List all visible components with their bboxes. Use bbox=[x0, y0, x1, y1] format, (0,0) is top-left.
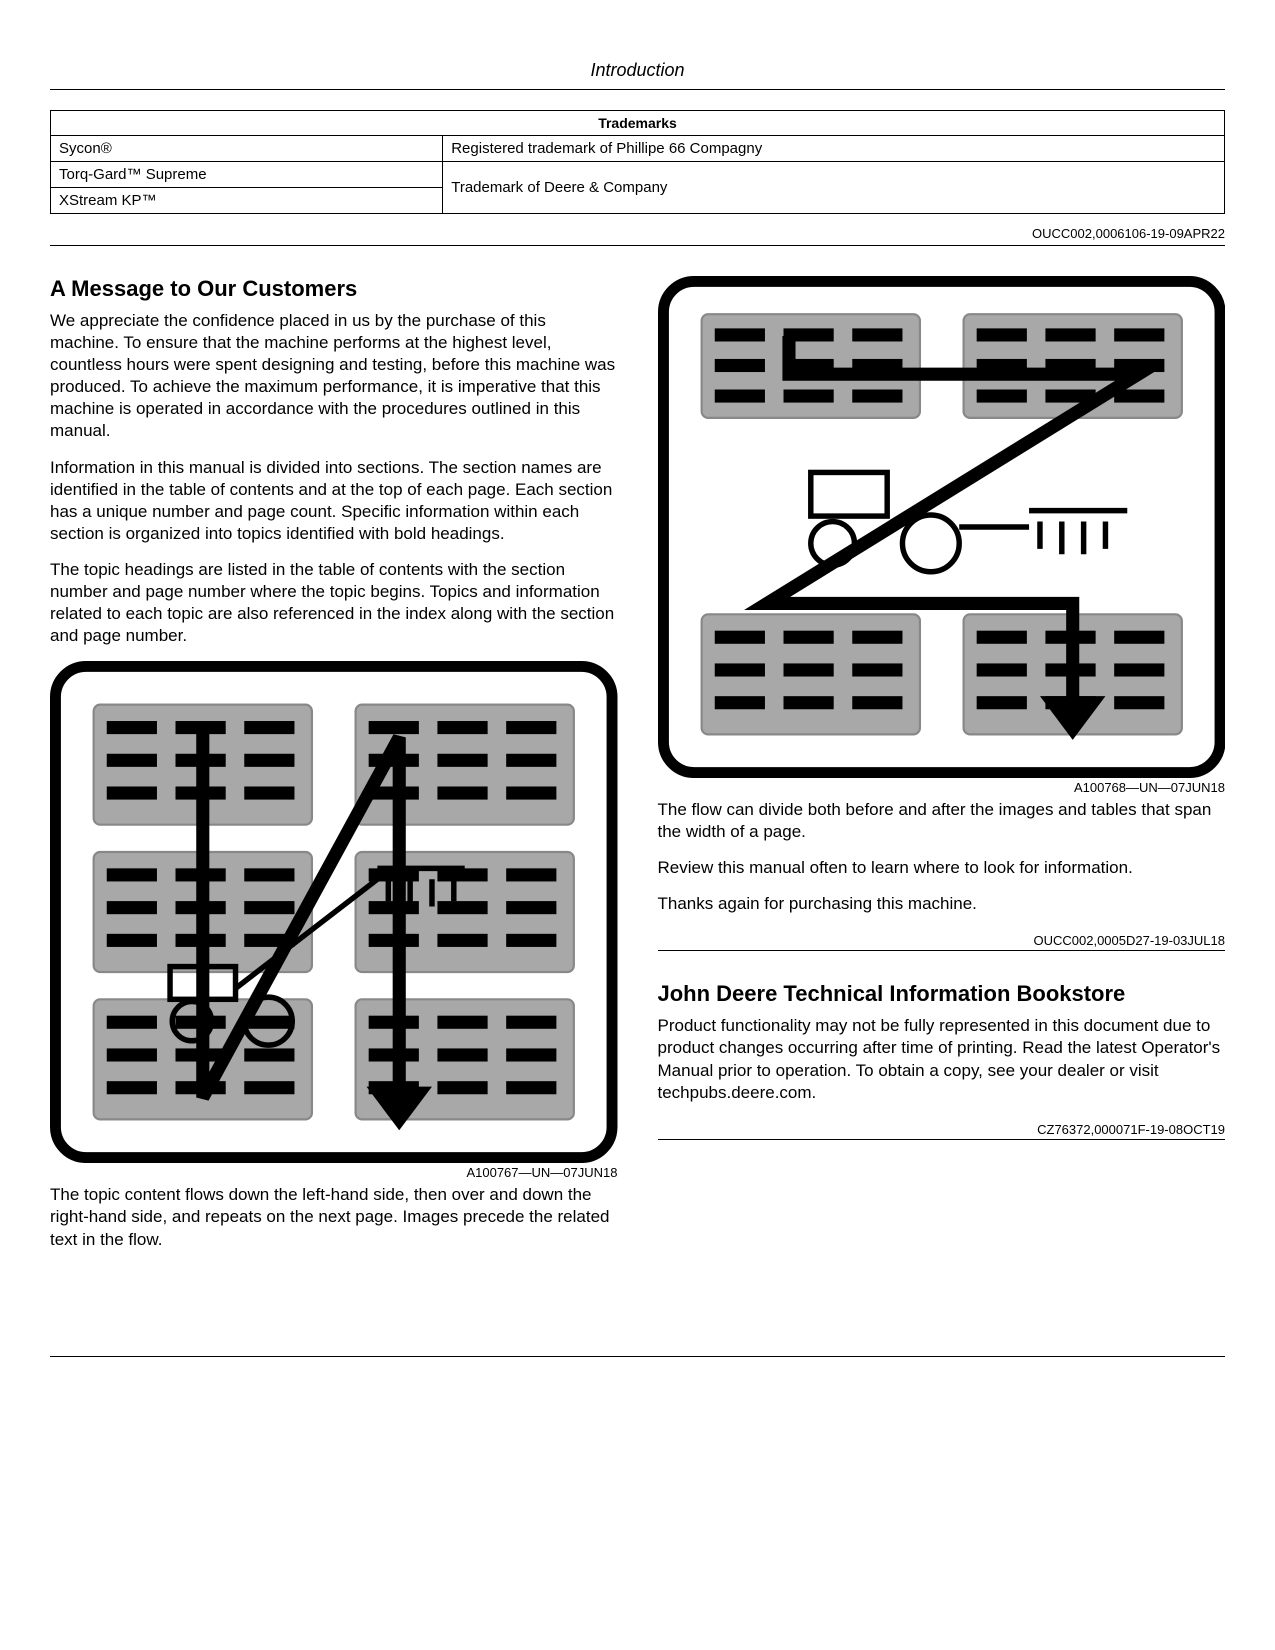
section-heading-bookstore: John Deere Technical Information Booksto… bbox=[658, 981, 1226, 1007]
content-columns: A Message to Our Customers We appreciate… bbox=[50, 276, 1225, 1326]
trademark-cell: Sycon® bbox=[51, 136, 443, 162]
trademark-desc-cell: Registered trademark of Phillipe 66 Comp… bbox=[443, 136, 1225, 162]
body-paragraph: Product functionality may not be fully r… bbox=[658, 1015, 1226, 1103]
flow-diagram-icon bbox=[50, 661, 618, 1163]
section-reference: CZ76372,000071F-19-08OCT19 bbox=[658, 1118, 1226, 1140]
page-footer bbox=[50, 1356, 1225, 1386]
trademarks-header: Trademarks bbox=[51, 111, 1225, 136]
flow-diagram-icon bbox=[658, 276, 1226, 778]
figure-caption: A100768—UN—07JUN18 bbox=[658, 780, 1226, 795]
body-paragraph: The topic headings are listed in the tab… bbox=[50, 559, 618, 647]
figure-flow-diagram-1: A100767—UN—07JUN18 bbox=[50, 661, 618, 1180]
page-header: Introduction bbox=[50, 60, 1225, 90]
body-paragraph: Review this manual often to learn where … bbox=[658, 857, 1226, 879]
trademark-desc-cell: Trademark of Deere & Company bbox=[443, 162, 1225, 214]
body-paragraph: We appreciate the confidence placed in u… bbox=[50, 310, 618, 443]
trademark-cell: Torq-Gard™ Supreme bbox=[51, 162, 443, 188]
trademarks-table: Trademarks Sycon® Registered trademark o… bbox=[50, 110, 1225, 214]
figure-flow-diagram-2: A100768—UN—07JUN18 bbox=[658, 276, 1226, 795]
trademark-cell: XStream KP™ bbox=[51, 188, 443, 214]
body-paragraph: Information in this manual is divided in… bbox=[50, 457, 618, 545]
body-paragraph: Thanks again for purchasing this machine… bbox=[658, 893, 1226, 915]
document-reference: OUCC002,0006106-19-09APR22 bbox=[50, 222, 1225, 246]
section-reference: OUCC002,0005D27-19-03JUL18 bbox=[658, 929, 1226, 951]
section-heading-message: A Message to Our Customers bbox=[50, 276, 618, 302]
body-paragraph: The flow can divide both before and afte… bbox=[658, 799, 1226, 843]
table-row: Torq-Gard™ Supreme Trademark of Deere & … bbox=[51, 162, 1225, 188]
figure-caption: A100767—UN—07JUN18 bbox=[50, 1165, 618, 1180]
table-row: Sycon® Registered trademark of Phillipe … bbox=[51, 136, 1225, 162]
body-paragraph: The topic content flows down the left-ha… bbox=[50, 1184, 618, 1250]
